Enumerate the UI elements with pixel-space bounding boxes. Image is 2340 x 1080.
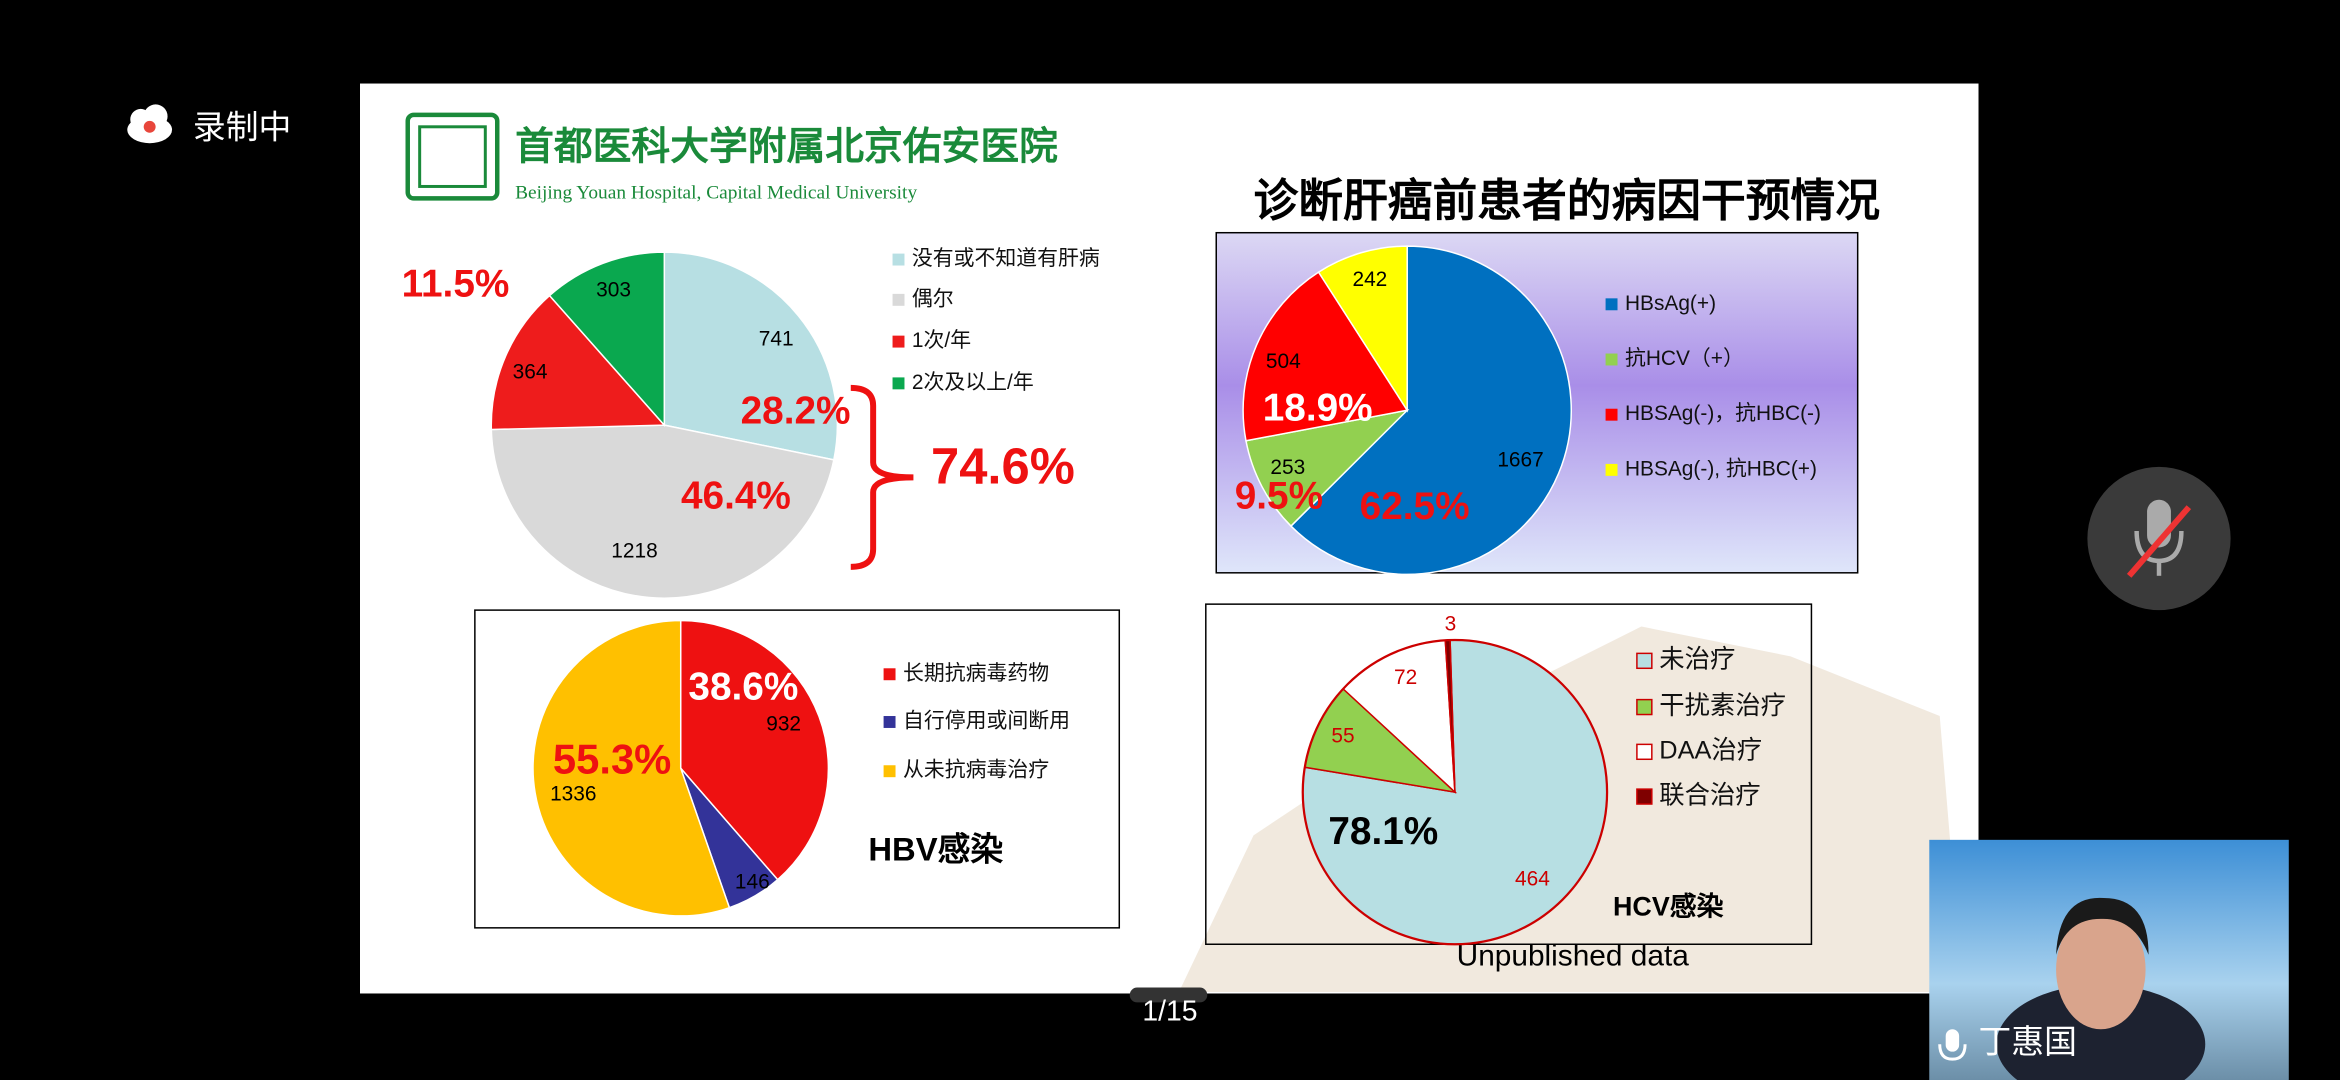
note: Unpublished data: [1457, 940, 1690, 973]
speaker-name: 丁惠国: [1979, 1023, 2077, 1060]
data-label: 146: [735, 871, 770, 894]
legend-marker: [1605, 463, 1618, 476]
legend-marker: [1636, 652, 1653, 670]
pie-slice: [532, 619, 731, 917]
page-indicator-bg: [1129, 987, 1208, 1003]
percent-annotation: 74.6%: [931, 437, 1075, 494]
speaker-body: [1996, 984, 2206, 1080]
percent-annotation: 55.3%: [553, 735, 671, 782]
hospital-name-en: Beijing Youan Hospital, Capital Medical …: [515, 182, 917, 203]
legend-marker: [883, 668, 896, 681]
mute-slash: [2126, 505, 2192, 578]
data-label: 55: [1331, 724, 1354, 747]
percent-annotation: 11.5%: [402, 263, 510, 306]
percent-annotation: 46.4%: [681, 474, 791, 517]
legend-label: 1次/年: [912, 329, 971, 352]
data-label: 464: [1515, 868, 1550, 891]
speaker-video[interactable]: 丁惠国: [1929, 839, 2289, 1080]
data-label: 72: [1394, 666, 1417, 689]
chart-frame: [1205, 603, 1813, 945]
legend-label: 干扰素治疗: [1659, 692, 1786, 720]
legend-label: HBsAg(+): [1625, 292, 1716, 315]
legend-marker: [1605, 298, 1618, 311]
legend-marker: [883, 716, 896, 728]
legend-marker: [892, 293, 905, 306]
pie-slice: [1242, 271, 1409, 442]
legend-marker: [1605, 408, 1618, 421]
data-label: 303: [596, 278, 631, 301]
brace: [850, 384, 914, 570]
data-label: 242: [1352, 268, 1387, 291]
pie-outline: [1301, 638, 1609, 946]
data-label: 1667: [1497, 448, 1543, 471]
recording-indicator: 录制中: [127, 104, 291, 145]
legend-marker: [883, 765, 896, 778]
data-label: 253: [1270, 456, 1305, 479]
legend-label: 从未抗病毒治疗: [903, 759, 1049, 782]
mic-icon: [1938, 1044, 1967, 1061]
data-label: 364: [513, 360, 548, 383]
legend-label: 没有或不知道有肝病: [912, 247, 1100, 270]
data-label: 1336: [550, 783, 596, 806]
pie-slice: [1317, 245, 1408, 413]
speaker-hair: [2056, 897, 2149, 955]
data-label: 932: [766, 712, 801, 735]
legend-marker: [1605, 353, 1618, 366]
legend-label: 未治疗: [1659, 646, 1735, 674]
percent-annotation: 62.5%: [1360, 485, 1470, 528]
legend-label: 自行停用或间断用: [903, 710, 1070, 733]
legend-marker: [1636, 743, 1653, 761]
pie-slice: [1289, 245, 1572, 576]
hospital-logo: [418, 125, 487, 188]
data-label: 741: [759, 328, 794, 351]
percent-annotation: 38.6%: [688, 665, 798, 708]
legend-marker: [1636, 788, 1653, 805]
data-label: 504: [1266, 350, 1301, 373]
percent-annotation: 28.2%: [741, 389, 851, 432]
legend-marker: [892, 253, 905, 266]
pie-slice: [548, 251, 666, 428]
legend-marker: [1636, 698, 1653, 716]
speaker-face: [2056, 909, 2146, 1030]
page-indicator: 1/15: [1142, 995, 1197, 1027]
pie-slice: [1245, 409, 1410, 528]
legend-label: 联合治疗: [1659, 781, 1760, 809]
pie-slice: [490, 294, 666, 431]
legend-label: DAA治疗: [1659, 737, 1762, 765]
hospital-name: 首都医科大学附属北京佑安医院: [515, 125, 1058, 168]
legend-marker: [892, 377, 905, 390]
pie-slice: [490, 424, 835, 599]
chart-title: 诊断肝癌前患者的病因干预情况: [1254, 176, 1881, 226]
mute-button[interactable]: [2087, 466, 2231, 611]
pie-slice: [663, 251, 839, 461]
data-label: 1218: [611, 539, 657, 562]
recording-label: 录制中: [193, 108, 291, 145]
percent-annotation: 9.5%: [1235, 474, 1323, 517]
legend-label: HBSAg(-)，抗HBC(-): [1625, 402, 1821, 425]
legend-label: 偶尔: [912, 287, 954, 310]
hospital-logo: [405, 112, 500, 201]
record-dot: [143, 120, 156, 133]
percent-annotation: 78.1%: [1328, 810, 1438, 853]
chart-title: HBV感染: [868, 830, 1003, 867]
legend-marker: [892, 335, 905, 348]
legend-label: 抗HCV（+）: [1625, 347, 1744, 370]
chart-title: HCV感染: [1613, 891, 1724, 922]
pie-slice: [679, 619, 830, 881]
mic-icon: [1945, 1029, 1960, 1052]
data-label: 3: [1445, 613, 1457, 636]
legend-label: 2次及以上/年: [912, 371, 1034, 394]
legend-label: 长期抗病毒药物: [903, 662, 1049, 685]
percent-annotation: 18.9%: [1263, 386, 1373, 429]
legend-label: HBSAg(-), 抗HBC(+): [1625, 457, 1817, 480]
